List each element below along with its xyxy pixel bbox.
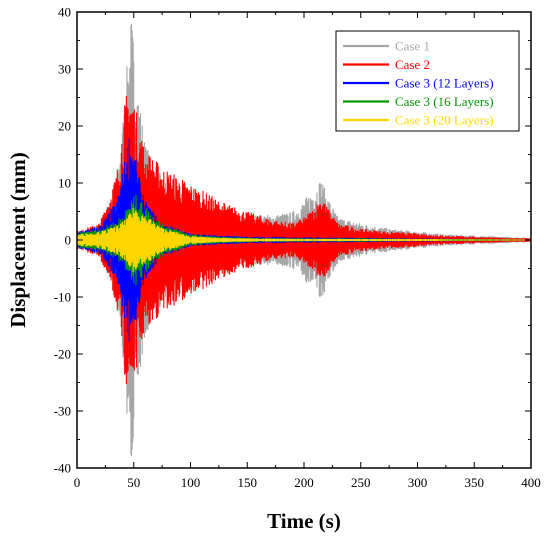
x-tick-label: 350 — [465, 475, 485, 490]
x-tick-label: 50 — [127, 475, 140, 490]
y-tick-label: 10 — [58, 176, 71, 191]
legend-box — [335, 30, 520, 132]
y-tick-label: 40 — [58, 5, 71, 20]
x-tick-label: 100 — [181, 475, 201, 490]
x-tick-label: 150 — [238, 475, 258, 490]
series-5-response — [77, 207, 531, 273]
legend-label-series-2: Case 2 — [395, 57, 430, 72]
legend-label-series-5: Case 3 (20 Layers) — [395, 113, 494, 128]
series-layer — [77, 23, 531, 457]
tick-labels-layer: 0 50 100 150 200 250 300 350 400 -40 -30 -20 -10 0 10 2… — [54, 5, 541, 491]
legend-label-series-1: Case 1 — [395, 39, 430, 54]
ticks-layer — [76, 11, 532, 469]
y-tick-label: -30 — [54, 404, 71, 419]
y-tick-label: -10 — [54, 290, 71, 305]
legend: Case 1 Case 2 Case 3 (12 Layers) Case 3 (16… — [335, 30, 520, 132]
y-axis-title: Displacement (mm) — [6, 152, 30, 328]
legend-label-series-3: Case 3 (12 Layers) — [395, 76, 494, 91]
y-tick-label: -20 — [54, 347, 71, 362]
y-tick-label: 20 — [58, 119, 71, 134]
y-tick-label: 30 — [58, 62, 71, 77]
y-tick-label: -40 — [54, 461, 71, 476]
x-tick-label: 400 — [521, 475, 541, 490]
legend-label-series-4: Case 3 (16 Layers) — [395, 94, 494, 109]
x-tick-label: 200 — [294, 475, 314, 490]
x-axis-title: Time (s) — [267, 509, 341, 533]
x-tick-label: 250 — [351, 475, 371, 490]
y-tick-label: 0 — [65, 233, 72, 248]
x-tick-label: 300 — [408, 475, 428, 490]
x-tick-label: 0 — [74, 475, 81, 490]
